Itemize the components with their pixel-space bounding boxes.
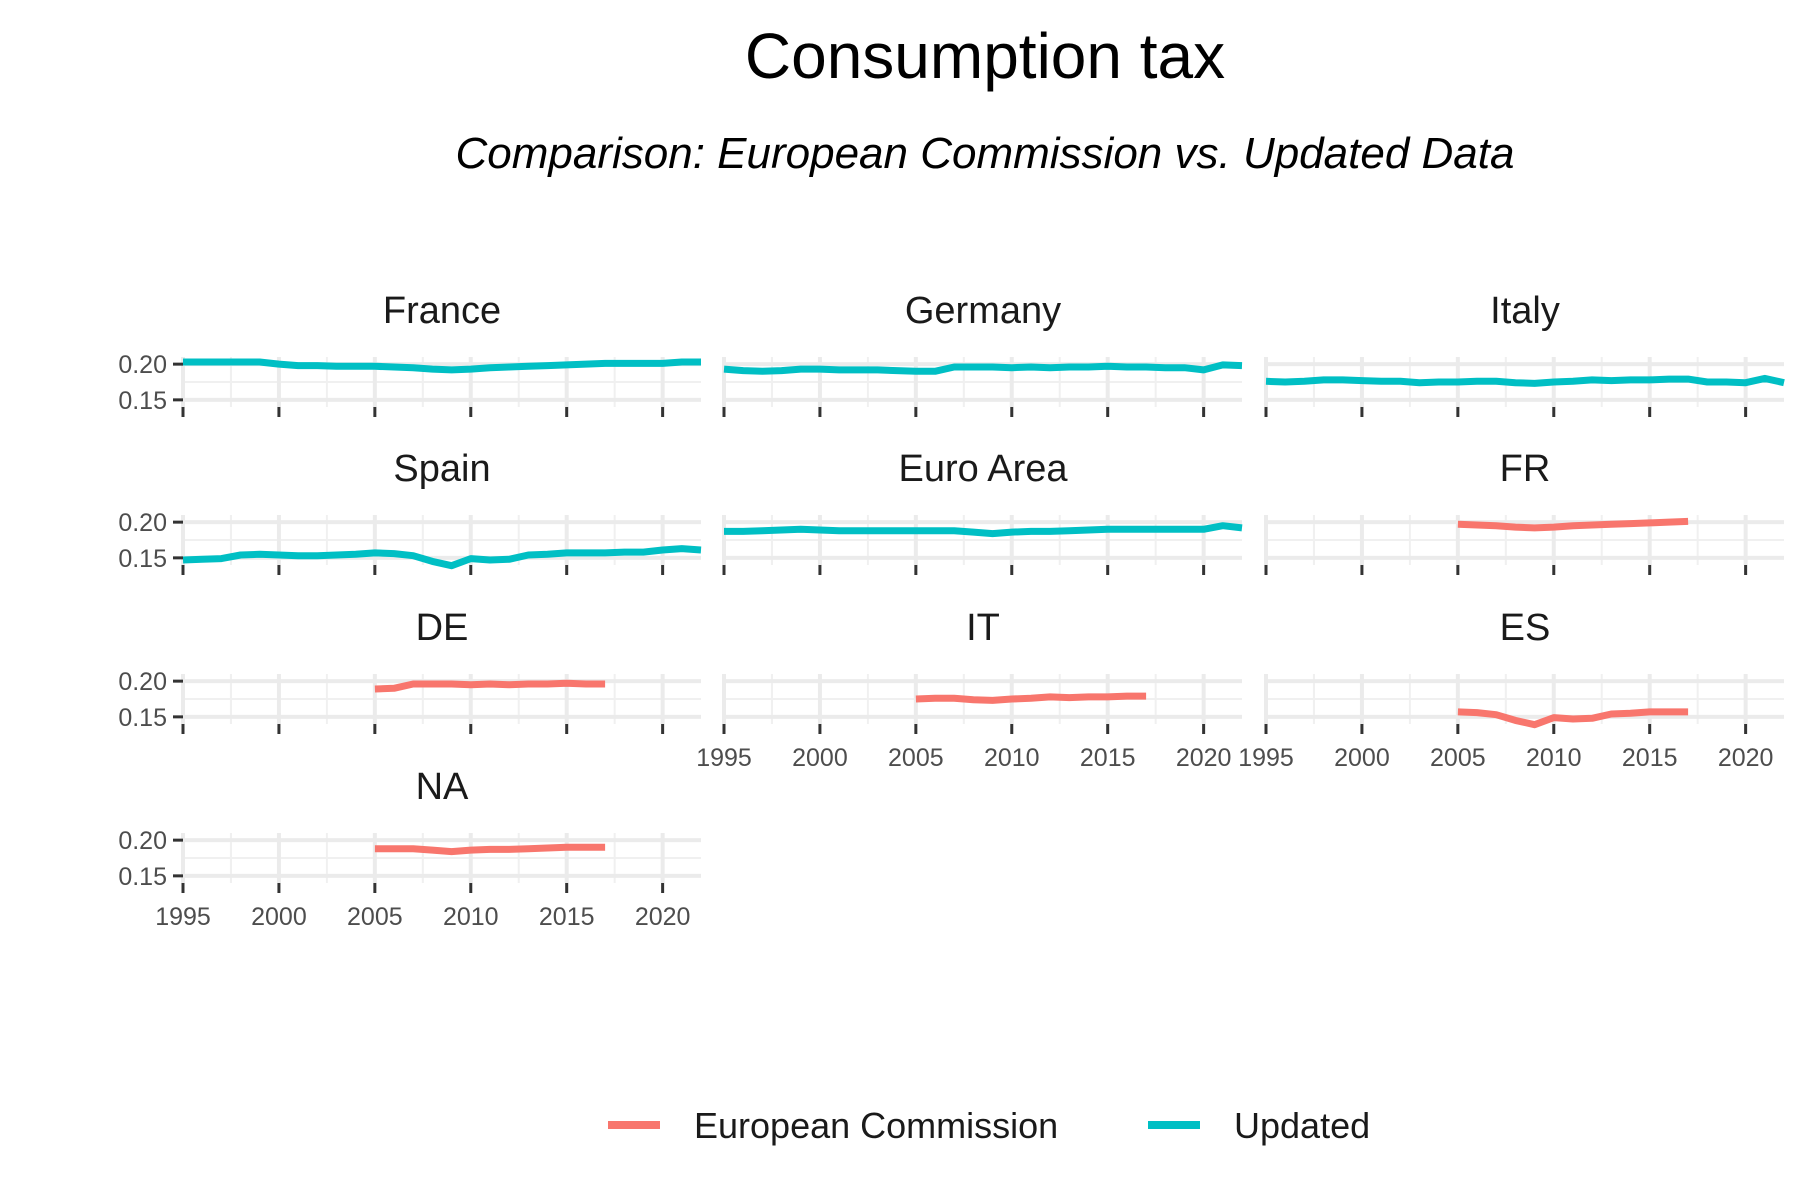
panel-title: FR <box>1500 448 1551 490</box>
panel-title: France <box>383 290 501 332</box>
y-tick-label: 0.20 <box>118 827 167 855</box>
facet-panels: France 0.15 0.20 Germany Italy Spain 0.15 0.20 E… <box>118 290 1785 931</box>
x-tick-label: 2015 <box>539 903 595 931</box>
x-tick-label: 2005 <box>347 903 403 931</box>
panel-na: NA 0.15 0.20 1995 2000 2005 2010 2015 2020 <box>118 766 701 931</box>
legend-label: Updated <box>1234 1105 1370 1146</box>
series-line-fr <box>1457 517 1689 532</box>
series-line-germany <box>723 361 1243 375</box>
x-tick-label: 2015 <box>1622 744 1678 772</box>
series-line-na <box>374 843 606 856</box>
y-tick-label: 0.15 <box>118 863 167 891</box>
series-line-es <box>1457 708 1689 729</box>
x-tick-label: 2010 <box>1526 744 1582 772</box>
x-tick-label: 2010 <box>443 903 499 931</box>
panel-germany: Germany <box>722 290 1243 417</box>
x-tick-label: 1995 <box>1238 744 1294 772</box>
x-tick-label: 2005 <box>888 744 944 772</box>
series-line-france <box>183 358 701 374</box>
panel-italy: Italy <box>1264 290 1785 417</box>
y-tick-label: 0.15 <box>118 545 167 573</box>
x-tick-label: 2020 <box>1718 744 1774 772</box>
chart-subtitle: Comparison: European Commission vs. Upda… <box>456 129 1515 178</box>
panel-de: DE 0.15 0.20 <box>118 607 701 734</box>
panel-title: Italy <box>1490 290 1560 332</box>
legend-item-european-commission: European Commission <box>608 1105 1058 1146</box>
y-tick-label: 0.20 <box>118 668 167 696</box>
panel-title: Germany <box>905 290 1061 332</box>
x-tick-label: 2015 <box>1080 744 1136 772</box>
y-tick-label: 0.20 <box>118 351 167 379</box>
panel-it: IT 1995 2000 2005 2010 2015 2020 <box>696 607 1242 772</box>
panel-title: Euro Area <box>899 448 1069 490</box>
x-tick-label: 2010 <box>984 744 1040 772</box>
x-tick-label: 2005 <box>1430 744 1486 772</box>
series-line-it <box>915 692 1147 704</box>
series-line-euro-area <box>724 522 1243 538</box>
x-tick-label: 2020 <box>635 903 691 931</box>
panel-title: DE <box>416 607 469 649</box>
x-tick-label: 1995 <box>155 903 211 931</box>
y-tick-label: 0.20 <box>118 509 167 537</box>
x-tick-label: 2000 <box>251 903 307 931</box>
chart-title: Consumption tax <box>745 20 1225 92</box>
panel-es: ES 1995 2000 2005 2010 2015 2020 <box>1238 607 1784 772</box>
series-line-italy <box>1265 374 1785 387</box>
y-tick-label: 0.15 <box>118 704 167 732</box>
series-line-de <box>374 679 606 693</box>
panel-title: Spain <box>393 448 490 490</box>
panel-title: ES <box>1500 607 1551 649</box>
legend-item-updated: Updated <box>1148 1105 1370 1146</box>
x-tick-label: 2000 <box>1334 744 1390 772</box>
legend-label: European Commission <box>694 1105 1058 1146</box>
series-line-spain <box>182 545 702 570</box>
x-tick-label: 2020 <box>1176 744 1232 772</box>
panel-france: France 0.15 0.20 <box>118 290 701 417</box>
panel-euro-area: Euro Area <box>722 448 1243 575</box>
x-tick-label: 2000 <box>792 744 848 772</box>
y-tick-label: 0.15 <box>118 387 167 415</box>
legend: European Commission Updated <box>608 1105 1370 1146</box>
panel-fr: FR <box>1264 448 1784 575</box>
panel-spain: Spain 0.15 0.20 <box>118 448 702 575</box>
panel-title: NA <box>416 766 469 808</box>
panel-title: IT <box>966 607 1000 649</box>
x-tick-label: 1995 <box>696 744 752 772</box>
